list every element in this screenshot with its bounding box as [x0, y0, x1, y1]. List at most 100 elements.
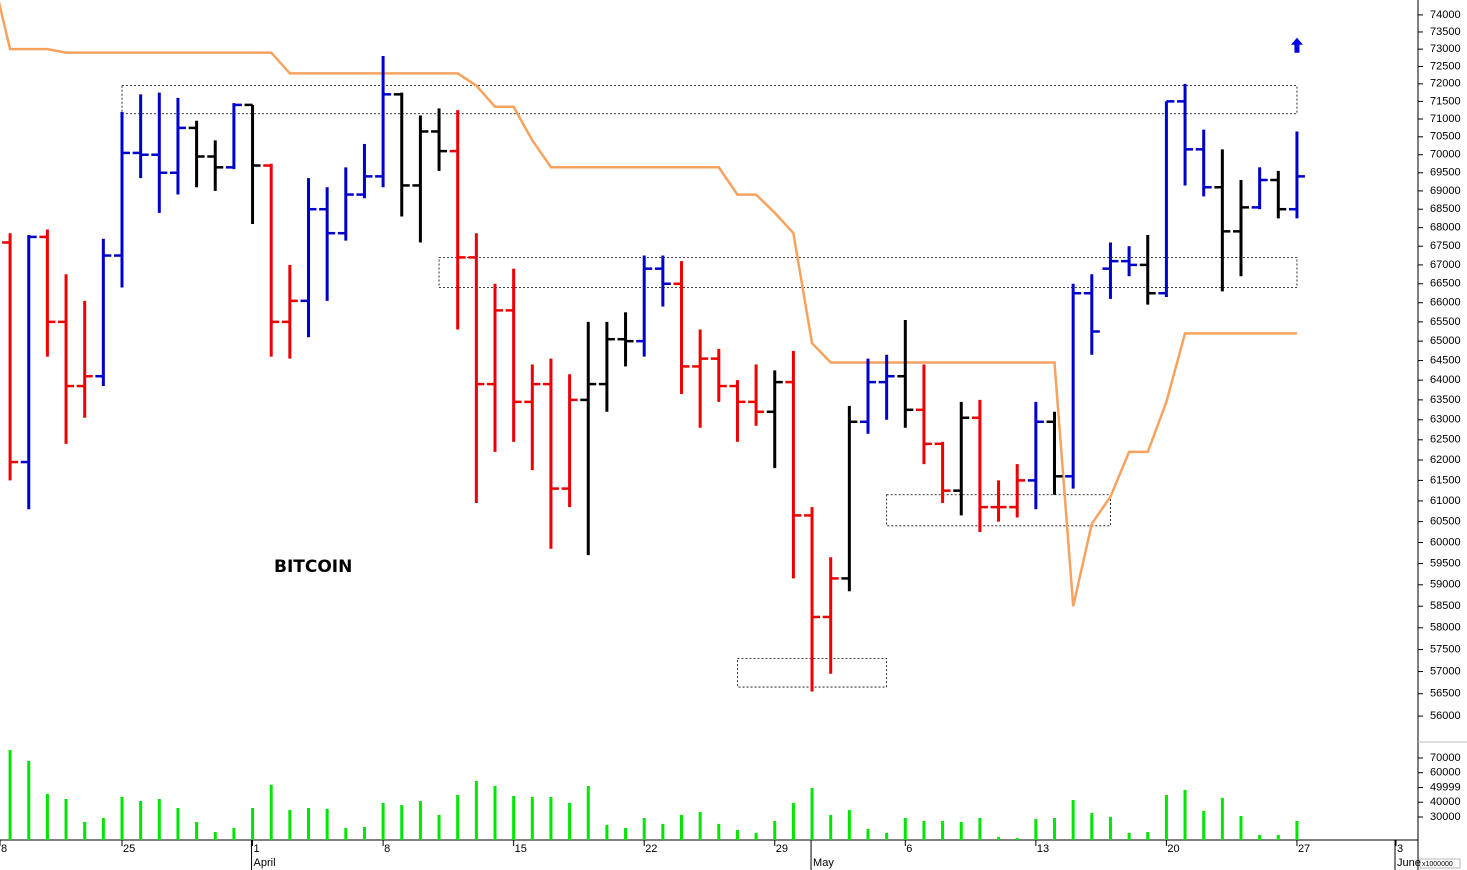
volume-bar	[232, 828, 236, 840]
volume-bar	[1258, 834, 1262, 840]
y-tick-label: 69500	[1430, 167, 1461, 179]
y-tick-label: 68500	[1430, 203, 1461, 215]
volume-bar	[493, 786, 497, 840]
volume-bar	[1053, 818, 1056, 840]
x-tick-label: 15	[515, 843, 527, 855]
x-tick-label: 8	[1, 843, 7, 855]
y-tick-label: 64500	[1430, 354, 1461, 366]
y-tick-label: 69000	[1430, 185, 1461, 197]
volume-bar	[586, 786, 590, 840]
month-label: April	[254, 857, 276, 869]
volume-tick-label: 70000	[1430, 752, 1461, 764]
volume-bar	[1071, 800, 1075, 840]
y-tick-label: 56000	[1430, 710, 1461, 722]
volume-bar	[139, 801, 143, 840]
volume-bar	[978, 818, 982, 840]
y-tick-label: 63500	[1430, 394, 1461, 406]
volume-bar	[1220, 797, 1224, 840]
volume-bar	[213, 832, 217, 840]
y-tick-label: 67500	[1430, 240, 1461, 252]
y-tick-label: 61500	[1430, 474, 1461, 486]
volume-bar	[64, 798, 68, 840]
range-box	[121, 85, 1298, 115]
volume-bar	[735, 829, 739, 840]
x-tick-label: 1	[254, 843, 260, 855]
volume-bar	[1295, 820, 1299, 840]
volume-bar	[1183, 789, 1187, 840]
signal-arrow	[1290, 37, 1303, 53]
x-tick-label: 6	[906, 843, 912, 855]
x-tick-label: 27	[1298, 843, 1310, 855]
month-label: May	[813, 857, 834, 869]
volume-bar	[288, 810, 292, 840]
volume-bar	[922, 820, 926, 840]
volume-bar	[885, 832, 889, 840]
volume-bar	[661, 823, 665, 840]
x-tick-label: 22	[645, 843, 657, 855]
volume-bar	[1034, 819, 1038, 840]
volume-unit: x1000000	[1422, 861, 1453, 868]
volume-tick-label: 49999	[1430, 781, 1461, 793]
y-tick-label: 60500	[1430, 516, 1461, 528]
volume-bar	[381, 802, 385, 840]
y-tick-label: 58500	[1430, 600, 1461, 612]
y-tick-label: 63000	[1430, 414, 1461, 426]
volume-bar	[997, 837, 1001, 840]
volume-bar	[1108, 816, 1112, 840]
y-tick-label: 66000	[1430, 297, 1461, 309]
volume-bar	[1276, 834, 1280, 840]
volume-bar	[791, 802, 795, 840]
y-tick-label: 74000	[1430, 9, 1461, 21]
volume-bar	[847, 810, 851, 840]
y-tick-label: 62000	[1430, 454, 1461, 466]
volume-bar	[1202, 810, 1206, 840]
volume-bar	[456, 795, 460, 840]
month-label: June	[1397, 857, 1421, 869]
volume-bar	[120, 796, 124, 840]
y-tick-label: 59000	[1430, 579, 1461, 591]
y-tick-label: 70000	[1430, 149, 1461, 161]
volume-bar	[418, 801, 422, 840]
volume-bar	[157, 798, 161, 840]
volume-bar	[269, 784, 273, 840]
y-tick-label: 56500	[1430, 688, 1461, 700]
volume-bar	[45, 793, 49, 840]
y-tick-label: 66500	[1430, 278, 1461, 290]
y-tick-label: 73500	[1430, 26, 1461, 38]
volume-bar	[698, 811, 702, 840]
y-tick-label: 64000	[1430, 374, 1461, 386]
y-tick-label: 65500	[1430, 316, 1461, 328]
volume-bar	[549, 796, 553, 840]
chart-title: BITCOIN	[274, 557, 352, 577]
y-tick-label: 72000	[1430, 78, 1461, 90]
volume-bar	[624, 828, 628, 840]
y-tick-label: 57500	[1430, 643, 1461, 655]
volume-bar	[810, 787, 814, 840]
y-tick-label: 60000	[1430, 536, 1461, 548]
y-tick-label: 73000	[1430, 43, 1461, 55]
volume-bar	[1090, 813, 1094, 840]
range-box	[438, 257, 1298, 288]
volume-bar	[344, 828, 348, 840]
volume-bar	[101, 818, 105, 840]
x-tick-label: 3	[1397, 843, 1403, 855]
volume-bar	[195, 822, 199, 840]
volume-bar	[642, 818, 646, 840]
volume-bar	[773, 820, 777, 840]
volume-bar	[512, 796, 516, 840]
volume-bar	[1164, 795, 1168, 840]
volume-bar	[307, 807, 310, 840]
y-tick-label: 61000	[1430, 495, 1461, 507]
x-tick-label: 29	[776, 843, 788, 855]
y-tick-label: 58000	[1430, 622, 1461, 634]
volume-bar	[325, 809, 329, 840]
volume-tick-label: 30000	[1430, 811, 1461, 823]
x-tick-label: 25	[123, 843, 135, 855]
volume-bar	[362, 827, 366, 840]
y-tick-label: 65000	[1430, 335, 1461, 347]
stop-line	[0, 1, 1297, 607]
volume-bar	[474, 780, 478, 840]
volume-bar	[959, 822, 963, 840]
